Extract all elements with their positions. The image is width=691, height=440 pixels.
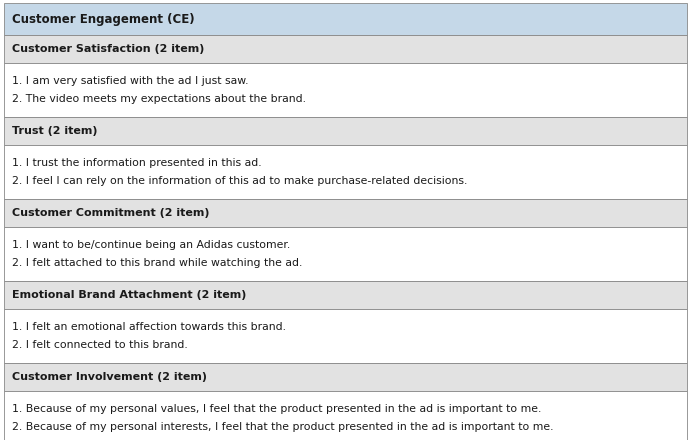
Bar [4, 281, 687, 309]
Bar [4, 3, 687, 35]
Text: Customer Satisfaction (2 item): Customer Satisfaction (2 item) [12, 44, 205, 54]
Bar [4, 117, 687, 145]
Text: 1. I trust the information presented in this ad.: 1. I trust the information presented in … [12, 158, 262, 168]
Bar [4, 35, 687, 63]
Text: 2. I felt connected to this brand.: 2. I felt connected to this brand. [12, 340, 188, 350]
Text: Trust (2 item): Trust (2 item) [12, 126, 97, 136]
Bar [4, 227, 687, 281]
Text: Emotional Brand Attachment (2 item): Emotional Brand Attachment (2 item) [12, 290, 247, 300]
Text: Customer Engagement (CE): Customer Engagement (CE) [12, 12, 195, 26]
Bar [4, 199, 687, 227]
Bar [4, 309, 687, 363]
Text: Customer Involvement (2 item): Customer Involvement (2 item) [12, 372, 207, 382]
Text: Customer Commitment (2 item): Customer Commitment (2 item) [12, 208, 209, 218]
Text: 2. The video meets my expectations about the brand.: 2. The video meets my expectations about… [12, 94, 306, 104]
Text: 1. I felt an emotional affection towards this brand.: 1. I felt an emotional affection towards… [12, 322, 286, 332]
Bar [4, 63, 687, 117]
Text: 2. I felt attached to this brand while watching the ad.: 2. I felt attached to this brand while w… [12, 258, 303, 268]
Text: 1. I am very satisfied with the ad I just saw.: 1. I am very satisfied with the ad I jus… [12, 76, 249, 86]
Text: 1. Because of my personal values, I feel that the product presented in the ad is: 1. Because of my personal values, I feel… [12, 404, 541, 414]
Text: 1. I want to be/continue being an Adidas customer.: 1. I want to be/continue being an Adidas… [12, 240, 290, 250]
Text: 2. I feel I can rely on the information of this ad to make purchase-related deci: 2. I feel I can rely on the information … [12, 176, 467, 186]
Bar [4, 391, 687, 440]
Text: 2. Because of my personal interests, I feel that the product presented in the ad: 2. Because of my personal interests, I f… [12, 422, 553, 432]
Bar [4, 145, 687, 199]
Bar [4, 363, 687, 391]
